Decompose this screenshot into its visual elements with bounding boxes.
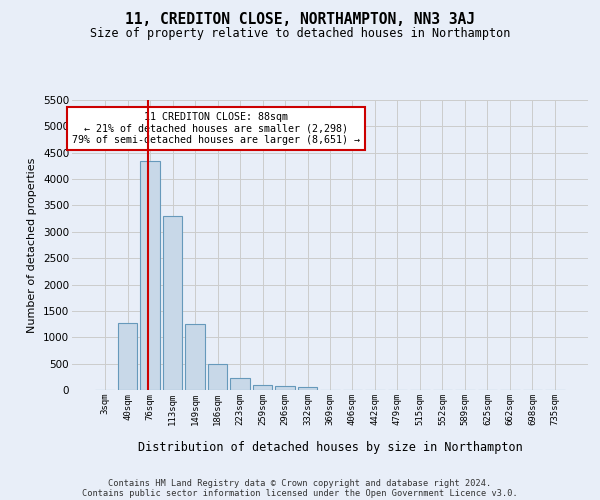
Text: Contains HM Land Registry data © Crown copyright and database right 2024.: Contains HM Land Registry data © Crown c…: [109, 478, 491, 488]
Text: Contains public sector information licensed under the Open Government Licence v3: Contains public sector information licen…: [82, 488, 518, 498]
Text: Size of property relative to detached houses in Northampton: Size of property relative to detached ho…: [90, 28, 510, 40]
Bar: [208, 364, 227, 390]
Bar: [163, 216, 182, 390]
Bar: [298, 387, 317, 390]
Text: Distribution of detached houses by size in Northampton: Distribution of detached houses by size …: [137, 441, 523, 454]
Bar: [230, 378, 250, 390]
Bar: [275, 386, 295, 390]
Text: 11, CREDITON CLOSE, NORTHAMPTON, NN3 3AJ: 11, CREDITON CLOSE, NORTHAMPTON, NN3 3AJ: [125, 12, 475, 28]
Bar: [253, 384, 272, 390]
Bar: [118, 323, 137, 390]
Text: 11 CREDITON CLOSE: 88sqm
← 21% of detached houses are smaller (2,298)
79% of sem: 11 CREDITON CLOSE: 88sqm ← 21% of detach…: [73, 112, 361, 145]
Bar: [185, 324, 205, 390]
Y-axis label: Number of detached properties: Number of detached properties: [28, 158, 37, 332]
Bar: [140, 160, 160, 390]
